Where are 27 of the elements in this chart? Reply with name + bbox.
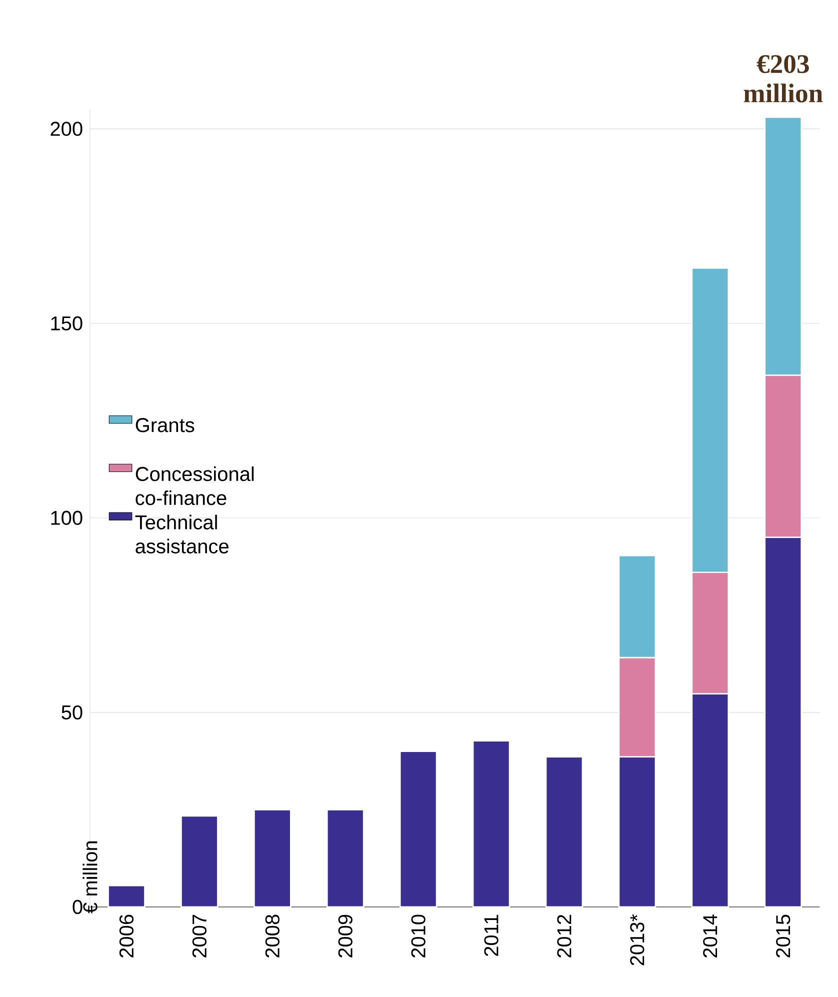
y-tick-label: 50 (62, 705, 82, 720)
x-tick-label: 2013* (630, 914, 644, 966)
text: €203 million (744, 55, 823, 102)
bar (180, 815, 218, 908)
bar (399, 750, 438, 908)
x-tick-label: 2012 (557, 914, 572, 958)
y-tick-label: 200 (50, 122, 82, 136)
x-tick-label: 2015 (776, 914, 790, 958)
y-tick-label: 100 (51, 510, 82, 525)
x-tick-label: 2011 (484, 914, 498, 956)
y-tick-label: 0 (72, 900, 82, 914)
x-tick-label: 2008 (265, 914, 280, 958)
x-tick-label: 2006 (119, 914, 134, 958)
x-tick-label: 2010 (411, 914, 426, 958)
x-tick-label: 2014 (702, 914, 718, 958)
x-tick-label: 2007 (192, 914, 206, 958)
bar (107, 884, 146, 908)
bar (472, 740, 510, 908)
legend-label: Grants (136, 418, 194, 432)
bar (253, 809, 292, 908)
x-tick-label: 2009 (338, 914, 352, 958)
y-tick-label: 150 (51, 316, 82, 330)
legend-label: Technical assistance (135, 514, 228, 554)
y-axis-title: € million (82, 841, 98, 914)
bar (545, 756, 584, 908)
legend-label: Concessional co-finance (136, 466, 254, 506)
bar (326, 809, 364, 908)
